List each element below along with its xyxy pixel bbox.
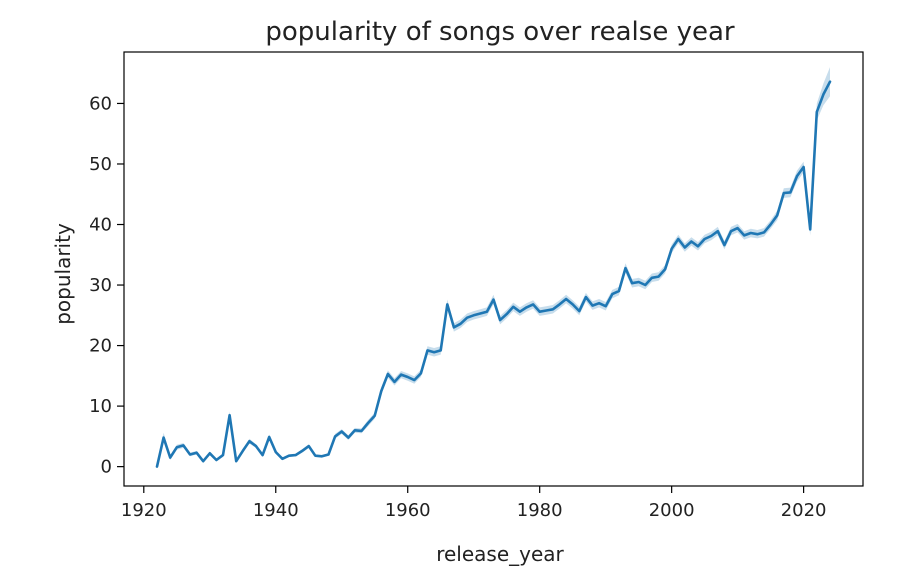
y-tick-label: 20	[89, 336, 112, 357]
y-tick-label: 50	[89, 154, 112, 175]
confidence-band-0	[157, 67, 830, 469]
y-tick-label: 30	[89, 275, 112, 296]
x-tick-label: 1920	[121, 500, 167, 521]
x-tick-label: 2020	[781, 500, 827, 521]
series-line-0	[155, 80, 832, 468]
x-axis-label: release_year	[436, 542, 564, 566]
y-axis-label: popularity	[51, 223, 75, 325]
y-tick-label: 40	[89, 215, 112, 236]
x-tick-label: 1940	[253, 500, 299, 521]
y-tick-label: 10	[89, 396, 112, 417]
plot-area	[155, 67, 832, 469]
y-tick-label: 60	[89, 93, 112, 114]
x-tick-label: 1960	[385, 500, 431, 521]
x-tick-label: 2000	[649, 500, 695, 521]
x-tick-label: 1980	[517, 500, 563, 521]
y-tick-label: 0	[101, 457, 112, 478]
axis-ticks: 1920 1940 1960 1980 2000 2020 0 10 20 30 40 50 60	[89, 93, 826, 521]
chart-title: popularity of songs over realse year	[265, 17, 735, 47]
plot-frame	[123, 51, 864, 487]
